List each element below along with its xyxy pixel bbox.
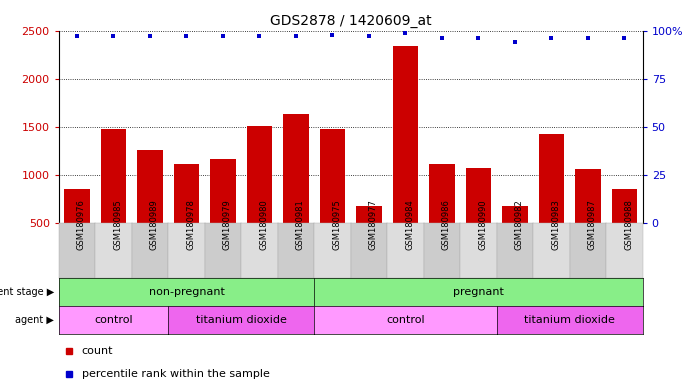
Bar <box>210 159 236 271</box>
Bar <box>429 164 455 271</box>
Point <box>327 31 338 38</box>
Point <box>509 39 520 45</box>
Text: GSM180988: GSM180988 <box>625 199 634 250</box>
Text: GSM180978: GSM180978 <box>187 199 196 250</box>
Text: titanium dioxide: titanium dioxide <box>524 315 615 325</box>
Bar <box>101 129 126 271</box>
Point <box>108 33 119 40</box>
Bar <box>502 207 528 271</box>
Bar <box>138 150 163 271</box>
Bar <box>575 169 600 271</box>
Bar <box>64 189 90 271</box>
Point <box>71 33 82 40</box>
Text: GSM180976: GSM180976 <box>77 199 86 250</box>
Text: GSM180982: GSM180982 <box>515 199 524 250</box>
Text: GSM180986: GSM180986 <box>442 199 451 250</box>
Text: control: control <box>94 315 133 325</box>
Bar <box>466 168 491 271</box>
Text: GSM180985: GSM180985 <box>113 199 122 250</box>
Point <box>546 35 557 41</box>
Text: agent ▶: agent ▶ <box>15 315 54 325</box>
Text: GSM180981: GSM180981 <box>296 199 305 250</box>
Bar <box>538 134 564 271</box>
Text: GSM180980: GSM180980 <box>259 199 268 250</box>
Text: count: count <box>82 346 113 356</box>
Text: GSM180975: GSM180975 <box>332 199 341 250</box>
Point <box>181 33 192 40</box>
Point <box>290 33 301 40</box>
Text: GSM180990: GSM180990 <box>478 199 487 250</box>
Text: GSM180989: GSM180989 <box>150 199 159 250</box>
Text: control: control <box>386 315 425 325</box>
Point <box>473 35 484 41</box>
Text: percentile rank within the sample: percentile rank within the sample <box>82 369 269 379</box>
Bar <box>173 164 199 271</box>
Point <box>437 35 448 41</box>
Bar <box>612 189 637 271</box>
Point <box>400 30 411 36</box>
Point <box>363 33 375 40</box>
Text: non-pregnant: non-pregnant <box>149 287 225 297</box>
Text: GSM180977: GSM180977 <box>369 199 378 250</box>
Text: titanium dioxide: titanium dioxide <box>196 315 287 325</box>
Bar <box>283 114 309 271</box>
Text: GSM180983: GSM180983 <box>551 199 560 250</box>
Title: GDS2878 / 1420609_at: GDS2878 / 1420609_at <box>270 14 431 28</box>
Text: GSM180987: GSM180987 <box>588 199 597 250</box>
Bar <box>392 46 418 271</box>
Point <box>583 35 594 41</box>
Text: GSM180979: GSM180979 <box>223 199 232 250</box>
Text: development stage ▶: development stage ▶ <box>0 287 54 297</box>
Point <box>218 33 229 40</box>
Point <box>619 35 630 41</box>
Bar <box>356 207 381 271</box>
Bar <box>320 129 346 271</box>
Bar <box>247 126 272 271</box>
Point <box>144 33 155 40</box>
Point <box>254 33 265 40</box>
Text: GSM180984: GSM180984 <box>406 199 415 250</box>
Text: pregnant: pregnant <box>453 287 504 297</box>
